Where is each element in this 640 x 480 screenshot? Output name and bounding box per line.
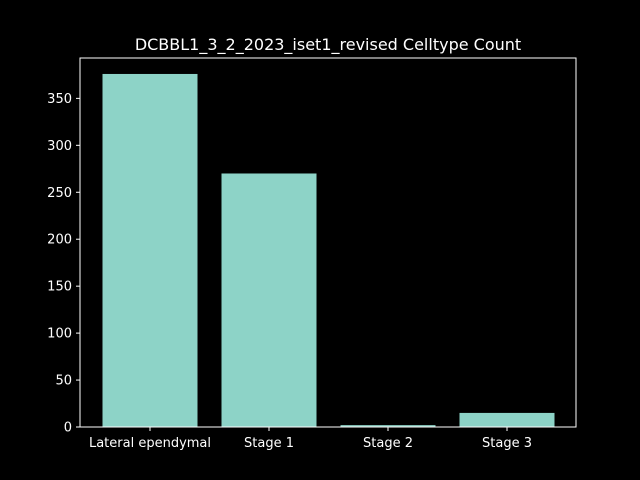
x-tick-label: Lateral ependymal (89, 436, 211, 451)
bar-lateral-ependymal (102, 73, 198, 428)
x-tick-label: Stage 2 (363, 436, 413, 451)
bar-stage-3 (459, 412, 555, 427)
y-tick-label: 0 (64, 421, 72, 436)
x-tick-label: Stage 1 (244, 436, 294, 451)
plot-frame (79, 57, 577, 428)
chart-title: DCBBL1_3_2_2023_iset1_revised Celltype C… (135, 35, 521, 55)
y-tick-label: 100 (47, 327, 72, 342)
x-axis: Lateral ependymal Stage 1 Stage 2 Stage 3 (89, 427, 532, 451)
x-tick-label: Stage 3 (482, 436, 532, 451)
y-tick-label: 200 (47, 233, 72, 248)
y-tick-label: 150 (47, 280, 72, 295)
y-tick-label: 350 (47, 92, 72, 107)
y-tick-label: 250 (47, 186, 72, 201)
y-tick-label: 300 (47, 139, 72, 154)
bars-group (102, 73, 555, 428)
bar-stage-1 (221, 173, 317, 427)
y-axis: 0 50 100 150 200 250 300 350 (47, 92, 80, 436)
y-tick-label: 50 (55, 374, 72, 389)
bar-stage-2 (340, 425, 436, 427)
